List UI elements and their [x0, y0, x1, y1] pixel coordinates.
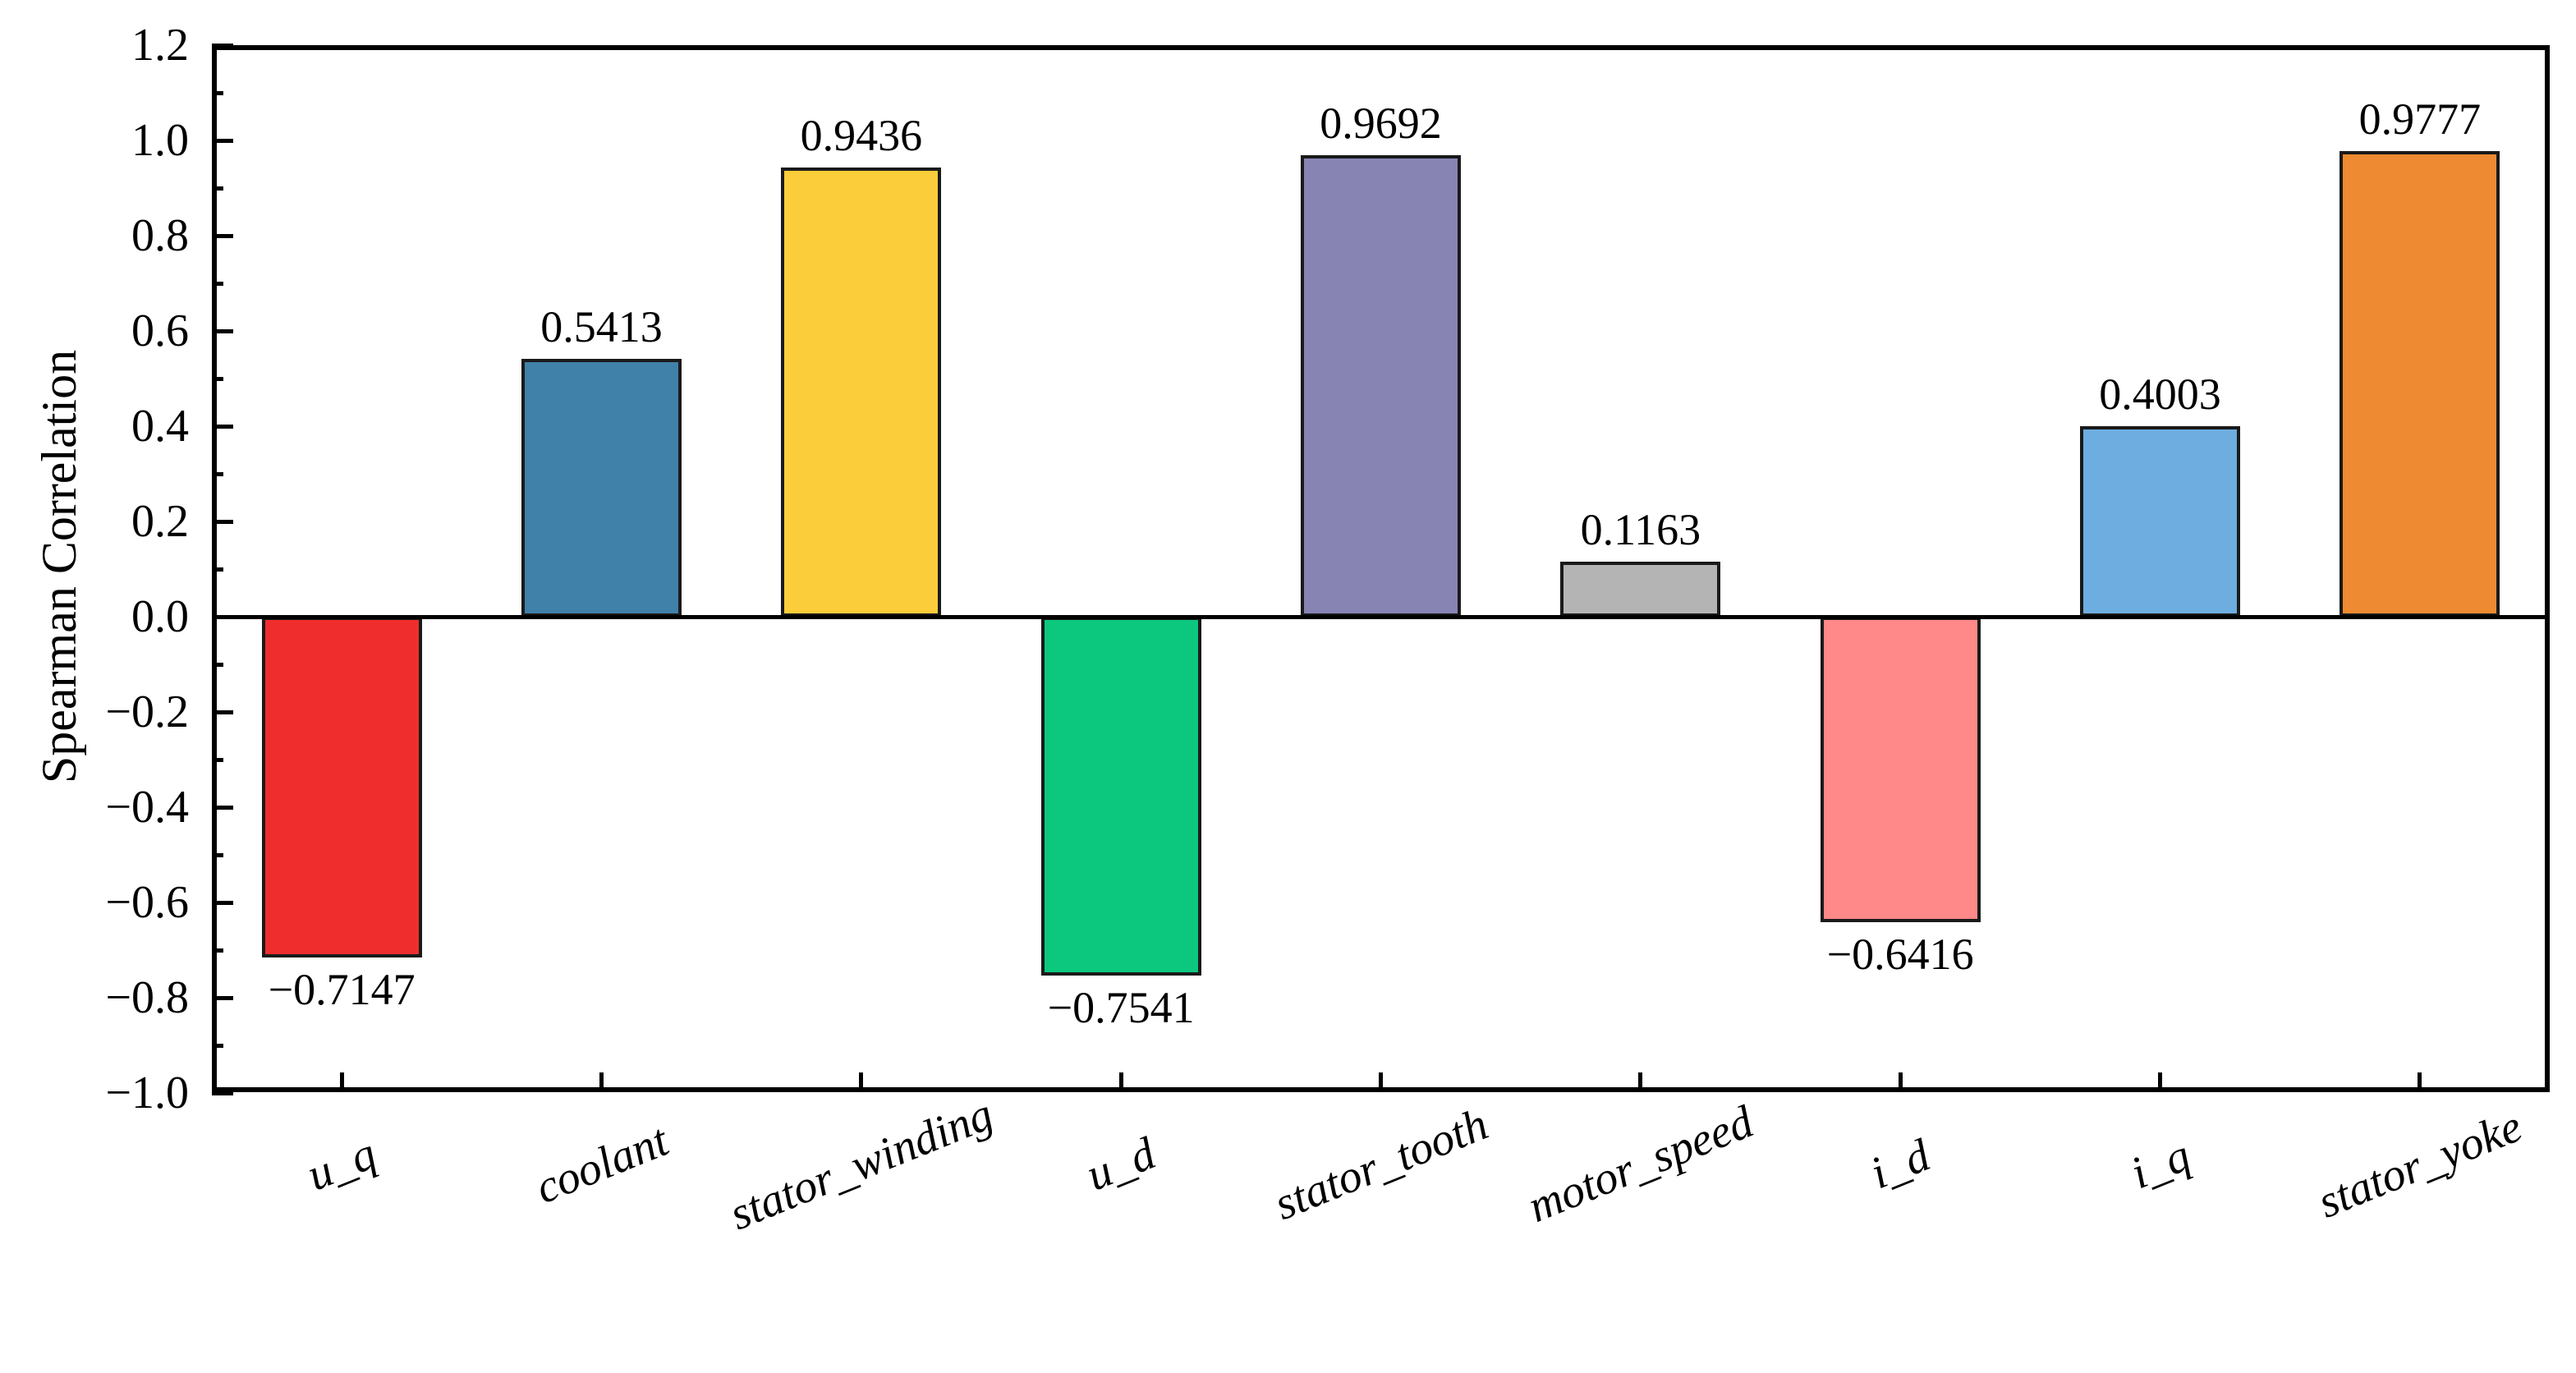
y-tick-label-0.2: 0.2	[131, 496, 189, 547]
y-tick-label-−0.6: −0.6	[105, 877, 189, 928]
value-label-i_q: 0.4003	[2099, 369, 2221, 419]
y-major-tick-−1.0	[212, 1091, 233, 1095]
bar-coolant	[521, 359, 682, 617]
y-axis-title-text: Spearman Correlation	[32, 349, 86, 784]
y-minor-tick	[212, 852, 223, 857]
x-tick-motor_speed	[1638, 1072, 1643, 1092]
x-tick-stator_tooth	[1379, 1072, 1383, 1092]
y-major-tick-0.0	[212, 614, 233, 619]
bar-i_d	[1820, 617, 1981, 923]
y-tick-label-0.0: 0.0	[131, 591, 189, 642]
bar-u_d	[1040, 617, 1201, 976]
y-minor-tick	[212, 376, 223, 381]
y-tick-label-1.2: 1.2	[131, 20, 189, 71]
y-minor-tick	[212, 662, 223, 667]
value-label-coolant: 0.5413	[540, 302, 663, 352]
y-major-tick-−0.8	[212, 995, 233, 1000]
y-minor-tick	[212, 567, 223, 572]
y-major-tick-−0.6	[212, 900, 233, 905]
y-major-tick-0.2	[212, 519, 233, 524]
bar-chart-figure: Spearman Correlation −0.7147 u_q 0.5413 coo…	[32, 20, 2550, 1241]
y-major-tick-−0.4	[212, 805, 233, 810]
y-minor-tick	[212, 471, 223, 476]
x-tick-u_q	[339, 1072, 344, 1092]
x-tick-i_q	[2158, 1072, 2162, 1092]
y-minor-tick	[212, 757, 223, 762]
y-major-tick-−0.2	[212, 709, 233, 714]
plot-area	[212, 43, 2550, 1095]
zero-line	[212, 615, 2550, 619]
y-minor-tick	[212, 90, 223, 95]
y-major-tick-0.4	[212, 424, 233, 429]
x-tick-stator_yoke	[2418, 1072, 2422, 1092]
value-label-u_d: −0.7541	[1047, 983, 1195, 1033]
value-label-i_d: −0.6416	[1826, 930, 1974, 980]
y-tick-label-0.8: 0.8	[131, 210, 189, 261]
bar-stator_yoke	[2340, 150, 2500, 617]
y-tick-label-1.0: 1.0	[131, 115, 189, 166]
bar-i_q	[2080, 425, 2240, 617]
bar-stator_winding	[781, 167, 942, 617]
y-tick-label-−1.0: −1.0	[105, 1068, 189, 1118]
value-label-u_q: −0.7147	[268, 964, 416, 1014]
y-minor-tick	[212, 1043, 223, 1048]
value-label-stator_winding: 0.9436	[800, 110, 923, 160]
x-tick-coolant	[599, 1072, 604, 1092]
y-tick-label-−0.4: −0.4	[105, 782, 189, 833]
y-tick-label-0.4: 0.4	[131, 401, 189, 452]
value-label-stator_yoke: 0.9777	[2358, 94, 2482, 144]
y-major-tick-0.8	[212, 233, 233, 238]
x-tick-i_d	[1898, 1072, 1903, 1092]
y-major-tick-1.0	[212, 138, 233, 143]
x-tick-stator_winding	[859, 1072, 864, 1092]
y-minor-tick	[212, 281, 223, 286]
bar-u_q	[261, 617, 422, 957]
y-tick-label-−0.8: −0.8	[105, 972, 189, 1023]
y-tick-label-−0.2: −0.2	[105, 686, 189, 737]
y-tick-label-0.6: 0.6	[131, 305, 189, 356]
bar-motor_speed	[1560, 561, 1721, 617]
y-major-tick-0.6	[212, 328, 233, 333]
y-minor-tick	[212, 948, 223, 953]
y-minor-tick	[212, 186, 223, 191]
value-label-stator_tooth: 0.9692	[1320, 98, 1442, 148]
plot-frame	[212, 45, 2550, 1092]
bar-stator_tooth	[1301, 154, 1461, 617]
value-label-motor_speed: 0.1163	[1580, 504, 1701, 554]
x-tick-u_d	[1118, 1072, 1123, 1092]
